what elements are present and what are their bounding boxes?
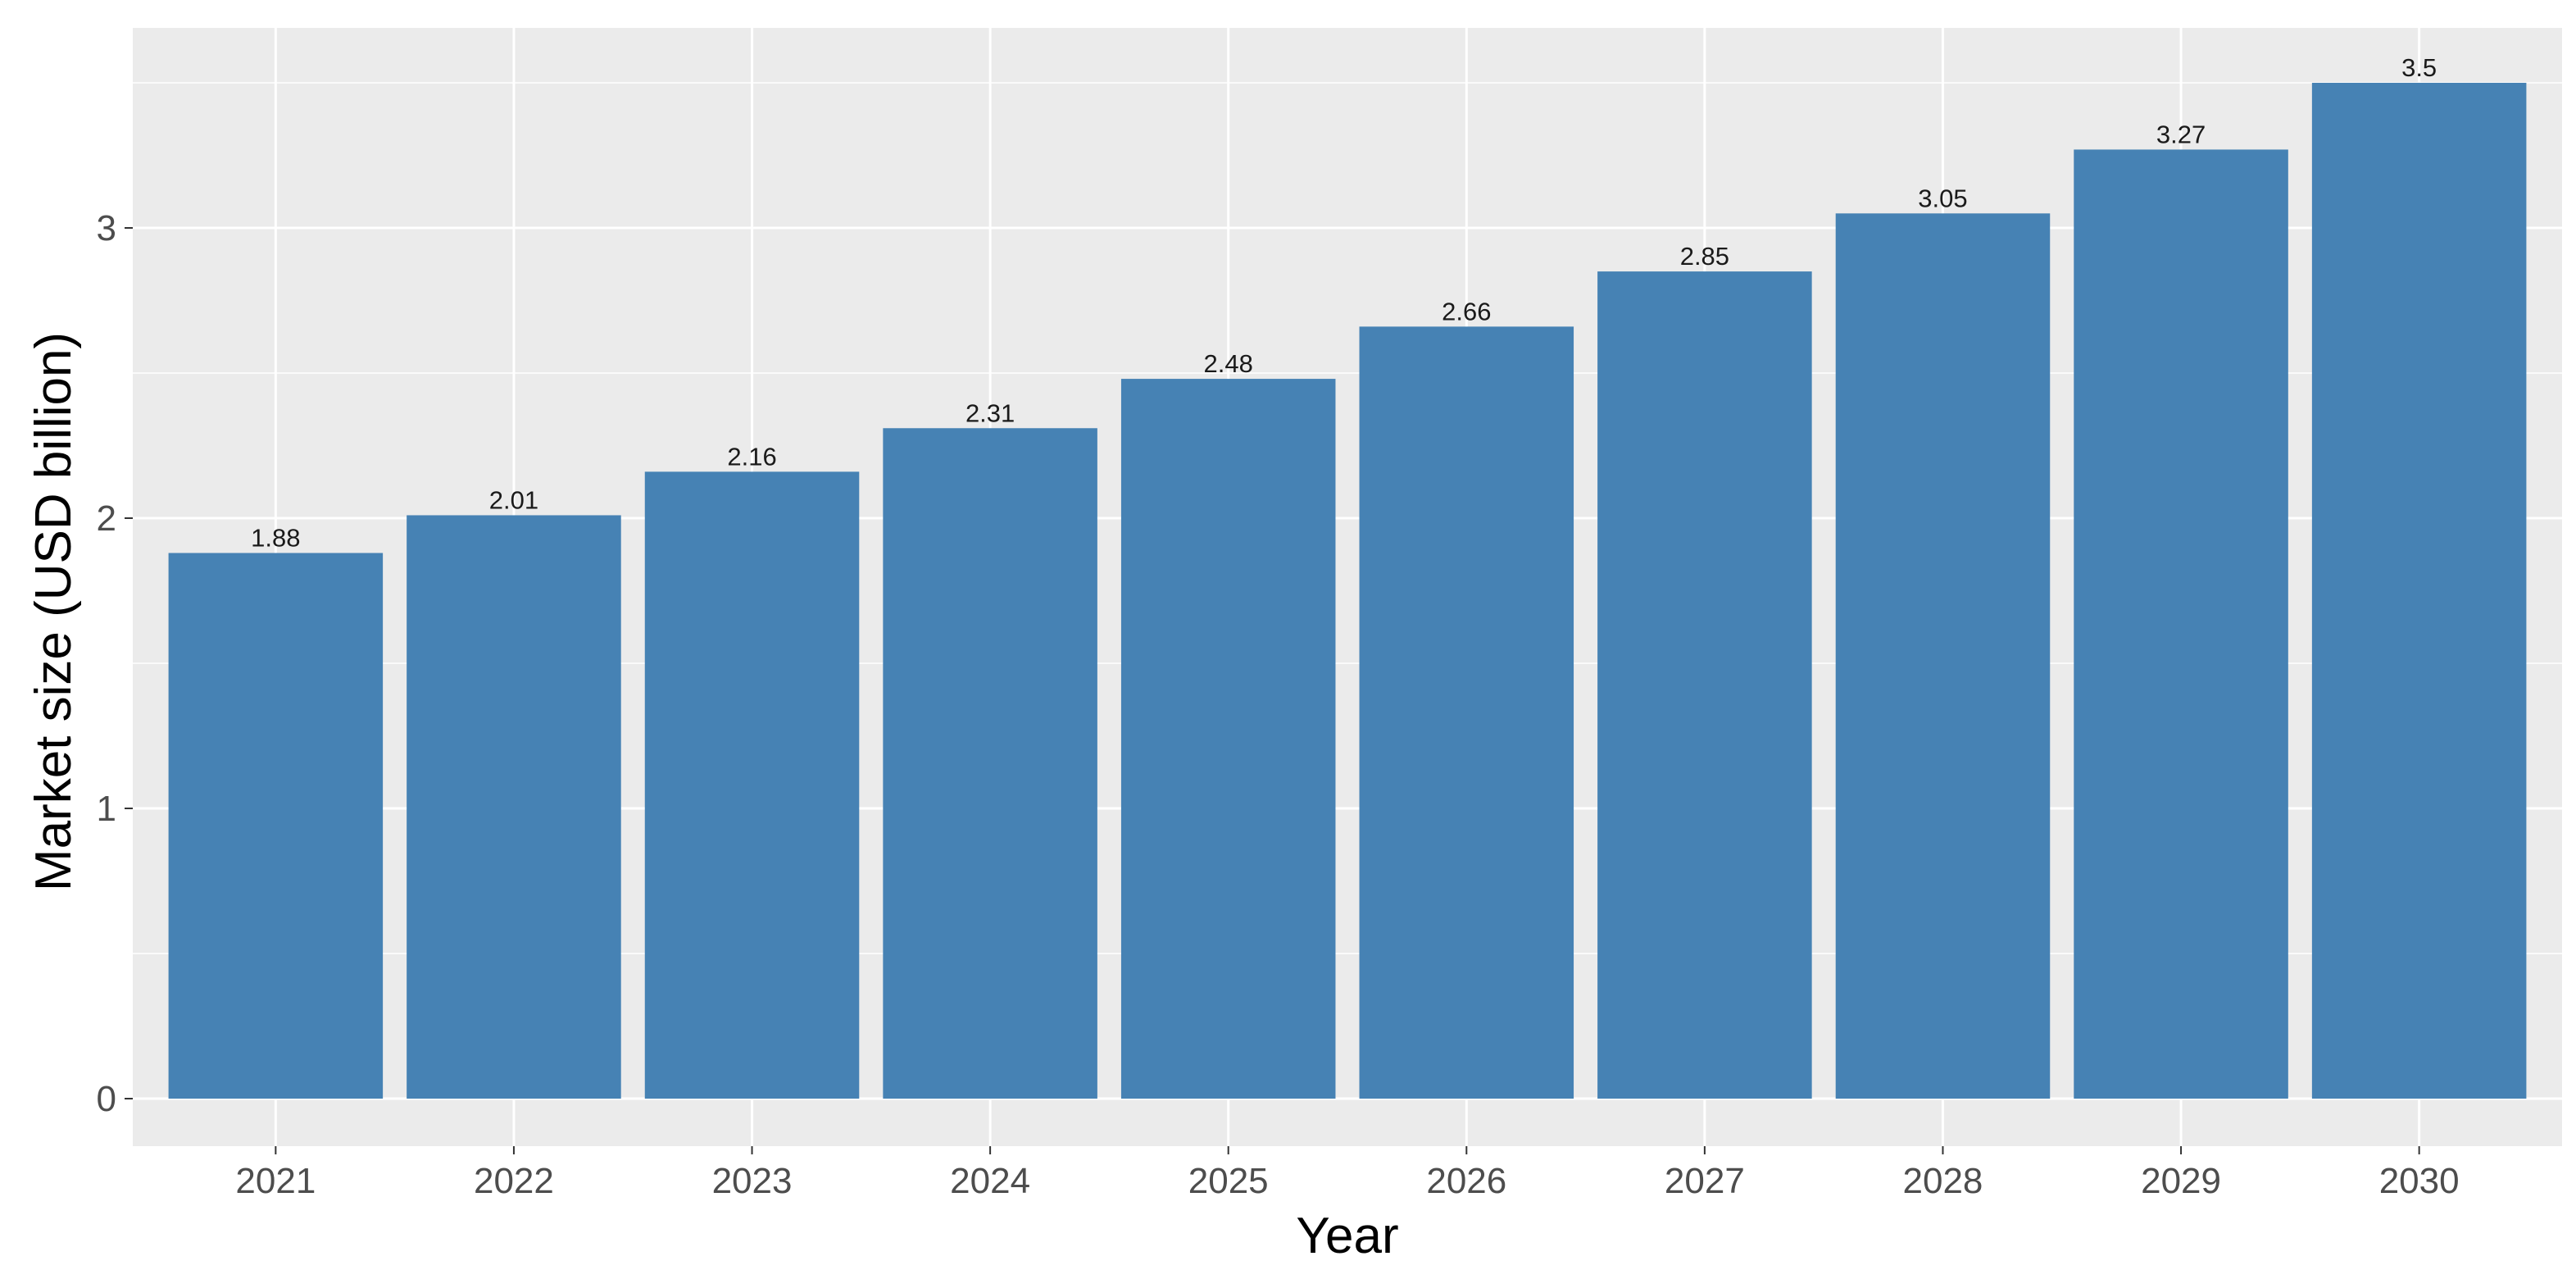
y-tick-label-3: 3 <box>97 208 116 248</box>
data-label-2026: 2.66 <box>1442 297 1491 325</box>
x-tick-label-2028: 2028 <box>1903 1161 1983 1201</box>
data-labels: 1.88 2.01 2.16 2.31 2.48 2.66 2.85 3.05 3.27 3.5 <box>251 53 2437 552</box>
bar-2022 <box>407 515 621 1099</box>
data-label-2025: 2.48 <box>1204 349 1253 378</box>
data-label-2021: 1.88 <box>251 523 300 552</box>
bar-2021 <box>168 553 384 1099</box>
x-tick-label-2030: 2030 <box>2379 1161 2460 1201</box>
x-tick-label-2023: 2023 <box>712 1161 793 1201</box>
bar-2024 <box>883 428 1097 1099</box>
x-tick-label-2022: 2022 <box>474 1161 554 1201</box>
data-label-2023: 2.16 <box>727 442 776 471</box>
data-label-2029: 3.27 <box>2156 120 2206 148</box>
bar-2029 <box>2074 149 2288 1099</box>
data-label-2027: 2.85 <box>1680 242 1729 271</box>
bars <box>168 83 2527 1099</box>
data-label-2028: 3.05 <box>1918 184 1967 212</box>
y-axis-title: Market size (USD billion) <box>25 332 82 891</box>
x-tick-label-2025: 2025 <box>1188 1161 1269 1201</box>
data-label-2030: 3.5 <box>2401 53 2437 82</box>
y-tick-label-1: 1 <box>97 789 116 829</box>
bar-2025 <box>1120 379 1336 1099</box>
x-tick-label-2027: 2027 <box>1665 1161 1745 1201</box>
y-tick-label-2: 2 <box>97 498 116 539</box>
bar-2028 <box>1835 213 2051 1099</box>
x-tick-label-2024: 2024 <box>950 1161 1030 1201</box>
y-tick-label-0: 0 <box>97 1079 116 1119</box>
bar-2030 <box>2311 83 2527 1099</box>
x-axis: 2021 2022 2023 2024 2025 2026 2027 2028 2029 2030 <box>235 1146 2460 1201</box>
bar-2023 <box>644 471 860 1099</box>
bar-2027 <box>1597 271 1812 1099</box>
y-axis: 0 1 2 3 <box>97 208 133 1119</box>
x-axis-title: Year <box>1296 1208 1398 1264</box>
x-tick-label-2029: 2029 <box>2141 1161 2221 1201</box>
x-tick-label-2026: 2026 <box>1426 1161 1506 1201</box>
data-label-2022: 2.01 <box>489 485 538 514</box>
bar-2026 <box>1359 326 1574 1099</box>
data-label-2024: 2.31 <box>965 398 1015 427</box>
x-tick-label-2021: 2021 <box>235 1161 316 1201</box>
